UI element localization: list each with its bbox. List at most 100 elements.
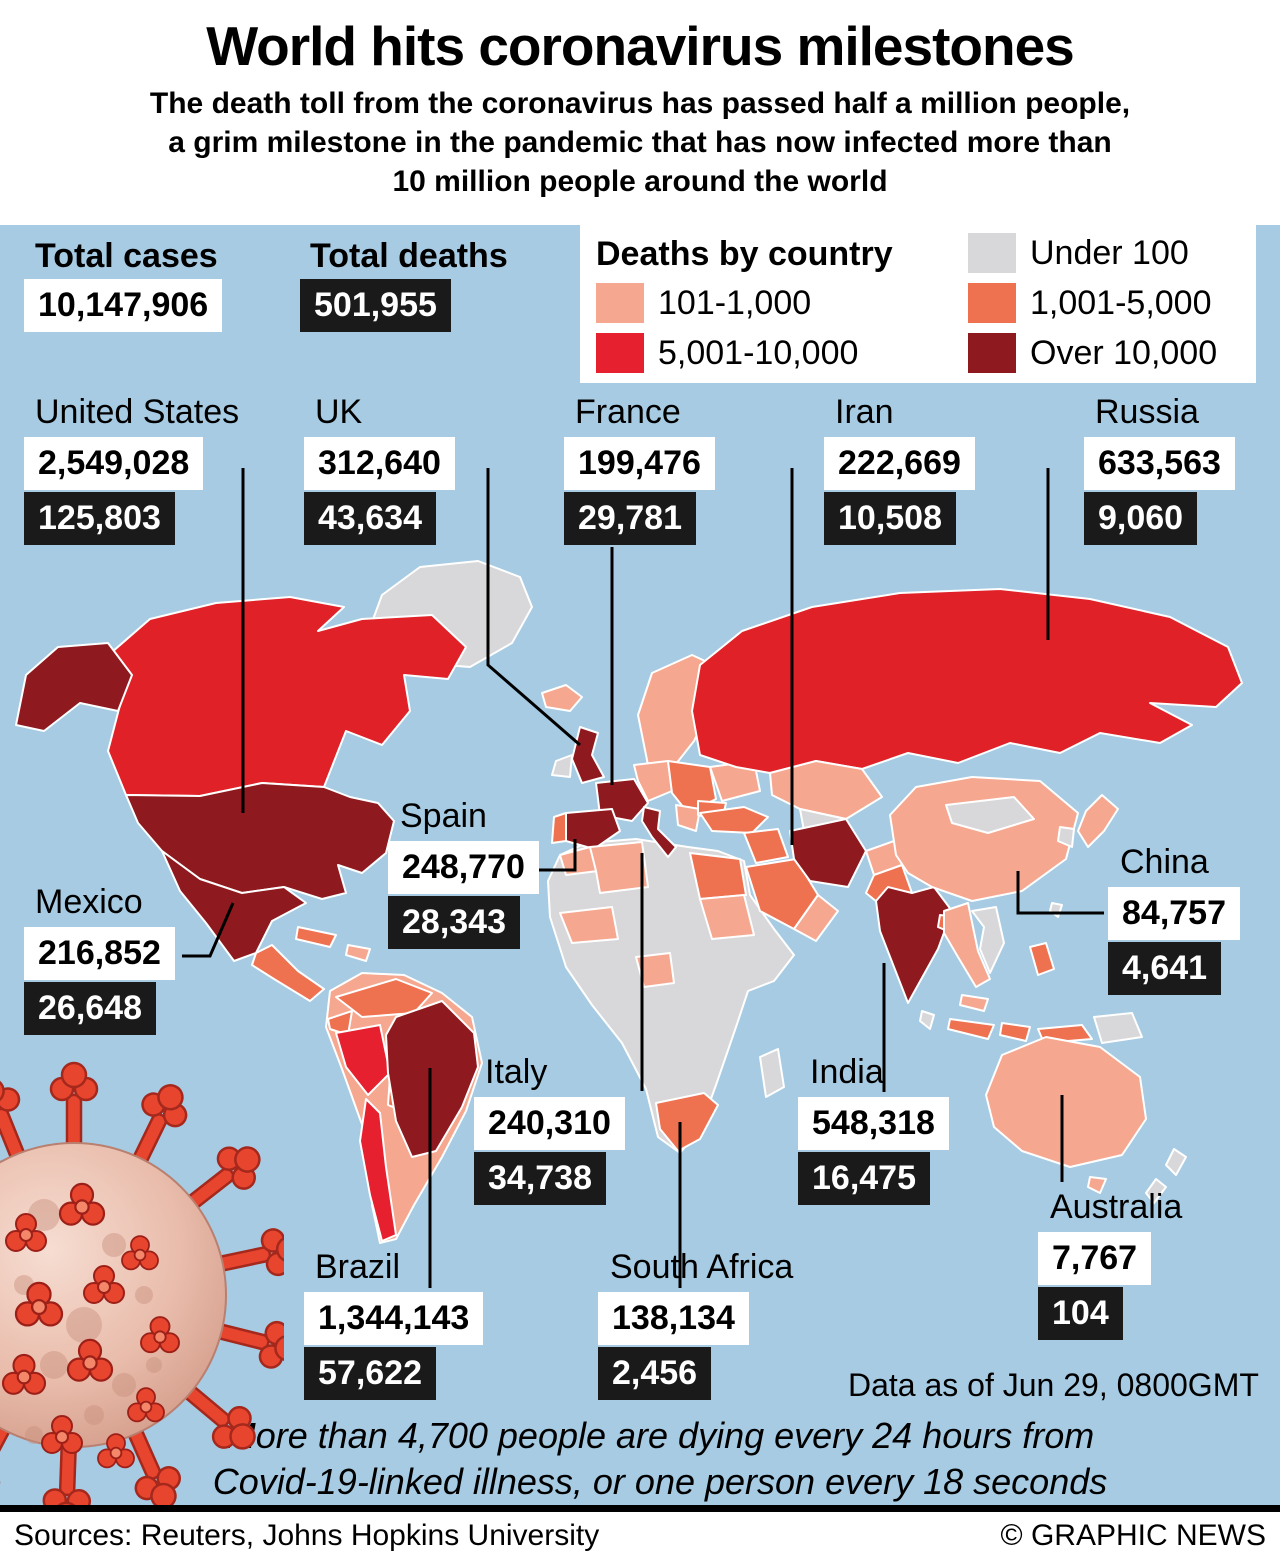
map-indonesia-1	[947, 1018, 995, 1040]
map-nigeria	[635, 952, 675, 988]
map-indonesia-2	[999, 1022, 1031, 1042]
deaths-iran: 10,508	[824, 492, 956, 545]
deaths-spain: 28,343	[388, 896, 520, 949]
country-label-uk: UK	[315, 393, 363, 431]
cases-australia: 7,767	[1038, 1232, 1152, 1285]
map-madagascar	[759, 1048, 785, 1098]
legend-label: Over 10,000	[1030, 333, 1218, 372]
map-kazakhstan	[769, 760, 883, 820]
subtitle-line-3: 10 million people around the world	[392, 165, 888, 198]
legend-item-1001-5000: 1,001-5,000	[968, 283, 1212, 323]
header: World hits coronavirus milestones The de…	[0, 0, 1280, 225]
map-brazil	[385, 1000, 479, 1158]
map-portugal	[551, 812, 567, 844]
map-peru	[335, 1024, 391, 1096]
deaths-italy: 34,738	[474, 1152, 606, 1205]
cases-south-africa: 138,134	[598, 1292, 749, 1345]
credit-text: © GRAPHIC NEWS	[1000, 1519, 1266, 1552]
total-deaths-value: 501,955	[300, 279, 451, 332]
legend-label: Under 100	[1030, 233, 1189, 272]
map-korea	[1057, 826, 1075, 848]
cases-united-states: 2,549,028	[24, 437, 204, 490]
legend-item-over-10000: Over 10,000	[968, 333, 1217, 373]
coronavirus-illustration	[0, 1061, 284, 1512]
map-ireland	[551, 754, 573, 778]
map-panel: Total cases 10,147,906 Total deaths 501,…	[0, 225, 1280, 1512]
legend-label: 101-1,000	[658, 283, 812, 322]
country-label-mexico: Mexico	[35, 883, 143, 921]
legend-label: 5,001-10,000	[658, 333, 859, 372]
country-label-italy: Italy	[485, 1053, 548, 1091]
map-colombia-venezuela	[335, 978, 433, 1018]
deaths-united-states: 125,803	[24, 492, 175, 545]
cases-china: 84,757	[1108, 887, 1240, 940]
map-germany	[633, 760, 673, 802]
sources-text: Sources: Reuters, Johns Hopkins Universi…	[14, 1519, 600, 1552]
data-as-of: Data as of Jun 29, 0800GMT	[848, 1367, 1259, 1403]
cases-france: 199,476	[564, 437, 715, 490]
total-deaths-label: Total deaths	[310, 237, 508, 275]
country-label-spain: Spain	[400, 797, 487, 835]
map-new-zealand-south	[1145, 1178, 1167, 1204]
cases-brazil: 1,344,143	[304, 1292, 484, 1345]
map-yemen-oman	[793, 894, 839, 942]
map-cuba	[295, 926, 337, 948]
country-label-brazil: Brazil	[315, 1248, 401, 1286]
legend-swatch-gray	[968, 233, 1016, 273]
cases-uk: 312,640	[304, 437, 455, 490]
map-algeria	[589, 841, 649, 894]
legend-item-5001-10000: 5,001-10,000	[596, 333, 858, 373]
map-mongolia	[945, 796, 1035, 834]
legend-swatch-orange	[968, 283, 1016, 323]
map-syria-iraq	[743, 828, 789, 864]
map-china	[889, 776, 1079, 902]
cases-india: 548,318	[798, 1097, 949, 1150]
total-cases-value: 10,147,906	[24, 279, 223, 332]
cases-spain: 248,770	[388, 841, 539, 894]
fact-note: More than 4,700 people are dying every 2…	[212, 1415, 1108, 1502]
deaths-australia: 104	[1038, 1287, 1123, 1340]
map-italy	[641, 806, 677, 858]
cases-mexico: 216,852	[24, 927, 175, 980]
deaths-brazil: 57,622	[304, 1347, 436, 1400]
legend-label: 1,001-5,000	[1030, 283, 1212, 322]
legend-swatch-darkred	[968, 333, 1016, 373]
deaths-india: 16,475	[798, 1152, 930, 1205]
legend-swatch-red	[596, 333, 644, 373]
map-sri-lanka	[919, 1010, 935, 1030]
map-west-africa	[559, 906, 619, 944]
cases-iran: 222,669	[824, 437, 975, 490]
legend-swatch-salmon	[596, 283, 644, 323]
country-label-russia: Russia	[1095, 393, 1199, 431]
map-australia	[985, 1036, 1147, 1168]
map-uk	[571, 726, 605, 784]
subtitle-line-2: a grim milestone in the pandemic that ha…	[168, 126, 1112, 159]
map-spain	[565, 808, 621, 850]
country-label-australia: Australia	[1050, 1188, 1183, 1226]
subtitle: The death toll from the coronavirus has …	[0, 84, 1280, 201]
map-central-america	[251, 944, 325, 1002]
cases-italy: 240,310	[474, 1097, 625, 1150]
map-vietnam	[971, 906, 1005, 974]
deaths-uk: 43,634	[304, 492, 436, 545]
legend-item-under-100: Under 100	[968, 233, 1189, 273]
map-taiwan	[1049, 902, 1063, 918]
map-turkey	[699, 806, 769, 834]
country-label-south-africa: South Africa	[610, 1248, 794, 1286]
deaths-china: 4,641	[1108, 942, 1222, 995]
deaths-mexico: 26,648	[24, 982, 156, 1035]
map-chile	[359, 1098, 397, 1242]
country-label-china: China	[1120, 843, 1209, 881]
legend-item-101-1000: 101-1,000	[596, 283, 811, 323]
map-russia	[691, 588, 1243, 774]
map-iran	[789, 818, 867, 888]
footer: Sources: Reuters, Johns Hopkins Universi…	[0, 1505, 1280, 1560]
map-balkans	[675, 804, 701, 832]
virus-texture	[14, 1199, 162, 1444]
deaths-south-africa: 2,456	[598, 1347, 712, 1400]
map-myanmar-thailand	[943, 902, 991, 988]
map-new-zealand-north	[1165, 1148, 1187, 1176]
map-hispaniola	[345, 944, 371, 962]
country-label-india: India	[810, 1053, 884, 1091]
